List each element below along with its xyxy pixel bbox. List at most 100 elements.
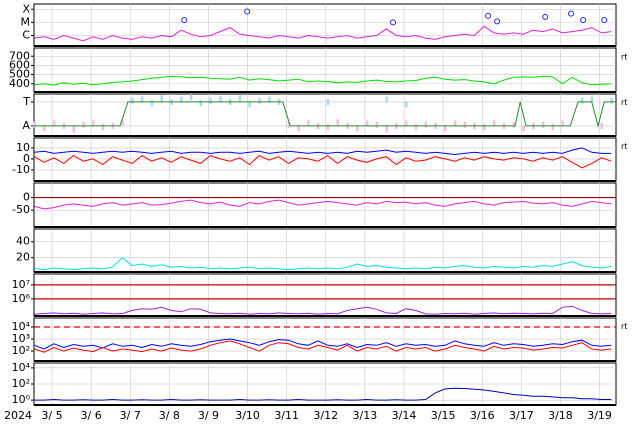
x-tick-label: 3/16 bbox=[470, 409, 495, 422]
y-tick-label: 10 bbox=[16, 141, 30, 154]
point bbox=[356, 125, 359, 132]
annotation: rt bbox=[621, 98, 627, 107]
point bbox=[258, 97, 261, 104]
x-tick-label: 3/12 bbox=[313, 409, 338, 422]
flare-marker bbox=[542, 13, 549, 20]
series-line bbox=[34, 154, 612, 169]
series-line bbox=[34, 305, 612, 315]
y-tick-label: 10⁶ bbox=[12, 292, 31, 305]
point bbox=[404, 101, 408, 108]
y-tick-label: A bbox=[22, 119, 30, 132]
y-tick-label: 700 bbox=[9, 49, 30, 62]
point bbox=[287, 121, 291, 128]
point bbox=[512, 121, 516, 128]
annotation: rt bbox=[621, 52, 627, 61]
point bbox=[385, 96, 388, 103]
point bbox=[522, 125, 525, 132]
y-tick-label: 10⁴ bbox=[12, 320, 31, 333]
x-tick-label: 3/ 9 bbox=[198, 409, 219, 422]
point bbox=[92, 120, 95, 127]
flare-marker bbox=[494, 18, 501, 25]
point bbox=[600, 122, 604, 129]
series-line bbox=[34, 340, 612, 353]
y-tick-label: 40 bbox=[16, 235, 30, 248]
point bbox=[209, 97, 212, 104]
x-tick-label: 3/11 bbox=[274, 409, 299, 422]
x-tick-label: 3/ 8 bbox=[159, 409, 180, 422]
x-tick-label: 3/10 bbox=[235, 409, 260, 422]
point bbox=[551, 124, 555, 131]
panel-frame bbox=[33, 3, 617, 47]
point bbox=[404, 120, 408, 127]
y-tick-label: C bbox=[22, 29, 30, 42]
point bbox=[385, 126, 388, 133]
y-tick-label: 10² bbox=[12, 377, 30, 390]
point bbox=[307, 120, 310, 127]
series-line bbox=[34, 387, 612, 401]
flare-marker bbox=[181, 17, 188, 24]
x-tick-label: 3/18 bbox=[548, 409, 573, 422]
series-line bbox=[34, 75, 612, 86]
y-tick-label: -10 bbox=[12, 163, 30, 176]
point bbox=[336, 119, 340, 126]
point bbox=[131, 97, 134, 104]
point bbox=[610, 97, 613, 104]
x-tick-label: 3/14 bbox=[392, 409, 417, 422]
y-tick-label: 10⁰ bbox=[12, 393, 31, 406]
annotation: rt bbox=[621, 322, 627, 331]
point bbox=[72, 126, 76, 133]
point bbox=[52, 120, 56, 127]
panel-frame bbox=[33, 93, 617, 137]
series-line bbox=[34, 199, 612, 210]
y-tick-label: 0 bbox=[23, 191, 30, 204]
point bbox=[561, 120, 564, 127]
series-line bbox=[34, 338, 612, 350]
y-tick-label: 600 bbox=[9, 58, 30, 71]
x-tick-label: 3/ 5 bbox=[41, 409, 62, 422]
point bbox=[189, 94, 193, 101]
y-tick-label: 400 bbox=[9, 77, 30, 90]
x-tick-label: 3/17 bbox=[509, 409, 534, 422]
panel-frame bbox=[33, 47, 617, 93]
point bbox=[483, 124, 486, 131]
flare-marker bbox=[390, 19, 397, 26]
flare-marker bbox=[244, 8, 251, 15]
series-line bbox=[34, 101, 616, 128]
point bbox=[150, 100, 154, 107]
panel-frame bbox=[33, 317, 617, 362]
x-tick-label: 3/19 bbox=[587, 409, 612, 422]
y-tick-label: 0 bbox=[23, 152, 30, 165]
y-tick-label: 20 bbox=[16, 251, 30, 264]
x-tick-label: 3/15 bbox=[431, 409, 456, 422]
point bbox=[160, 95, 164, 102]
year-label: 2024 bbox=[4, 409, 32, 422]
y-tick-label: X bbox=[22, 2, 30, 15]
y-tick-label: -50 bbox=[12, 203, 30, 216]
point bbox=[219, 96, 222, 103]
point bbox=[297, 125, 300, 132]
y-tick-label: M bbox=[21, 15, 31, 28]
flare-marker bbox=[568, 10, 575, 17]
point bbox=[541, 121, 545, 128]
point bbox=[121, 120, 124, 127]
point bbox=[268, 96, 271, 103]
point bbox=[365, 120, 369, 127]
x-tick-label: 3/ 6 bbox=[81, 409, 102, 422]
point bbox=[580, 97, 584, 104]
point bbox=[590, 96, 594, 103]
annotation: rt bbox=[621, 142, 627, 151]
y-tick-label: 500 bbox=[9, 68, 30, 81]
point bbox=[238, 95, 242, 102]
flare-marker bbox=[601, 17, 608, 24]
point bbox=[463, 121, 467, 128]
point bbox=[444, 125, 447, 132]
point bbox=[375, 121, 379, 128]
point bbox=[414, 124, 418, 131]
flare-marker bbox=[580, 17, 587, 24]
x-tick-label: 3/13 bbox=[353, 409, 378, 422]
point bbox=[326, 124, 330, 131]
point bbox=[326, 98, 330, 105]
point bbox=[43, 125, 46, 132]
y-tick-label: 10² bbox=[12, 344, 30, 357]
